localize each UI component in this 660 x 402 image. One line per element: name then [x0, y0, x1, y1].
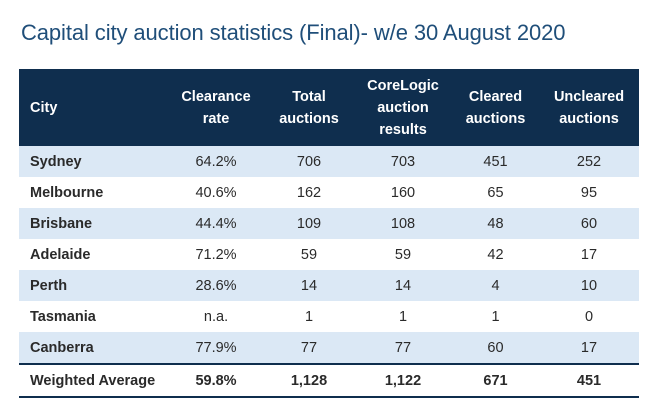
clearance-rate-cell: 44.4% — [195, 215, 237, 232]
uncleared-auctions-cell: 60 — [580, 215, 598, 232]
cleared-auctions-cell: 1 — [491, 308, 500, 325]
city-cell: Tasmania — [30, 308, 96, 325]
corelogic-results-cell: 77 — [394, 339, 412, 356]
city-cell: Sydney — [30, 153, 82, 170]
cleared-auctions-cell: 451 — [483, 153, 508, 170]
city-cell: Canberra — [30, 339, 94, 356]
city-cell: Brisbane — [30, 215, 93, 232]
city-cell: Weighted Average — [19, 363, 168, 398]
total-auctions-cell: 1 — [304, 308, 314, 325]
corelogic-results-cell: 160 — [390, 184, 416, 201]
column-header-corelogic-results: CoreLogic auction results — [367, 77, 439, 138]
clearance-rate-cell: 40.6% — [195, 184, 237, 201]
total-auctions-cell: 59 — [300, 246, 318, 263]
clearance-rate-cell: 71.2% — [195, 246, 237, 263]
city-cell: Adelaide — [30, 246, 91, 263]
city-cell: Melbourne — [30, 184, 104, 201]
city-cell: Perth — [30, 277, 68, 294]
corelogic-results-cell: 14 — [394, 277, 412, 294]
column-header-cleared-auctions: Cleared auctions — [465, 88, 526, 127]
cleared-auctions-cell: 65 — [487, 184, 504, 201]
clearance-rate-cell: 64.2% — [195, 153, 237, 170]
total-auctions-cell: 162 — [296, 184, 322, 201]
cleared-auctions-cell: 48 — [487, 215, 504, 232]
uncleared-auctions-cell: 252 — [576, 153, 602, 170]
uncleared-auctions-cell: 0 — [584, 308, 594, 325]
column-header-city: City — [30, 99, 58, 116]
clearance-rate-cell: 28.6% — [195, 277, 237, 294]
total-auctions-cell: 1,128 — [264, 363, 354, 398]
table-row: Brisbane 44.4% 109 108 48 60 — [19, 208, 639, 239]
corelogic-results-cell: 1,122 — [354, 363, 452, 398]
total-auctions-cell: 706 — [296, 153, 322, 170]
cleared-auctions-cell: 4 — [491, 277, 500, 294]
table-row: Tasmania n.a. 1 1 1 0 — [19, 301, 639, 332]
clearance-rate-cell: 59.8% — [168, 363, 264, 398]
uncleared-auctions-cell: 17 — [580, 246, 598, 263]
corelogic-results-cell: 1 — [398, 308, 408, 325]
column-header-clearance-rate: Clearance rate — [181, 88, 251, 127]
table-header-row: City Clearance rate Total auctions CoreL… — [19, 69, 639, 146]
table-row: Sydney 64.2% 706 703 451 252 — [19, 146, 639, 177]
cleared-auctions-cell: 60 — [487, 339, 504, 356]
clearance-rate-cell: n.a. — [203, 308, 229, 325]
table-row: Perth 28.6% 14 14 4 10 — [19, 270, 639, 301]
uncleared-auctions-cell: 17 — [580, 339, 598, 356]
total-auctions-cell: 109 — [296, 215, 322, 232]
corelogic-results-cell: 59 — [394, 246, 412, 263]
table-row: Adelaide 71.2% 59 59 42 17 — [19, 239, 639, 270]
cleared-auctions-cell: 42 — [487, 246, 504, 263]
corelogic-results-cell: 108 — [390, 215, 416, 232]
total-auctions-cell: 14 — [300, 277, 318, 294]
total-auctions-cell: 77 — [300, 339, 318, 356]
clearance-rate-cell: 77.9% — [195, 339, 237, 356]
uncleared-auctions-cell: 10 — [580, 277, 598, 294]
corelogic-results-cell: 703 — [390, 153, 416, 170]
uncleared-auctions-cell: 451 — [539, 363, 639, 398]
table-row: Melbourne 40.6% 162 160 65 95 — [19, 177, 639, 208]
uncleared-auctions-cell: 95 — [580, 184, 598, 201]
cleared-auctions-cell: 671 — [452, 363, 539, 398]
weighted-average-row: Weighted Average 59.8% 1,128 1,122 671 4… — [19, 363, 639, 398]
table-row: Canberra 77.9% 77 77 60 17 — [19, 332, 639, 364]
column-header-uncleared-auctions: Uncleared auctions — [553, 88, 625, 127]
page-title: Capital city auction statistics (Final)-… — [21, 20, 566, 45]
column-header-total-auctions: Total auctions — [279, 88, 339, 127]
auction-statistics-table: City Clearance rate Total auctions CoreL… — [19, 69, 639, 398]
